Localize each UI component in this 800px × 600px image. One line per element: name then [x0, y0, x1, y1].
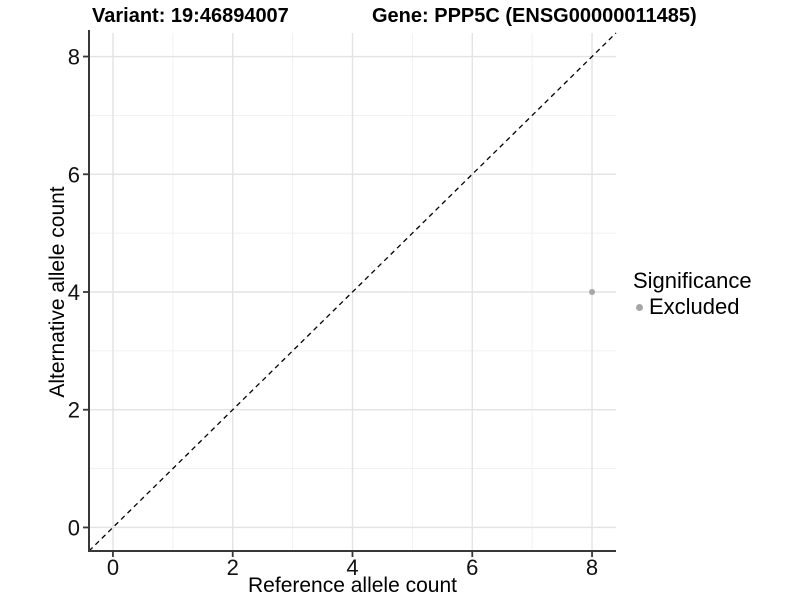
y-tick-label: 0	[68, 515, 80, 540]
x-axis-title: Reference allele count	[248, 574, 457, 597]
identity-reference-line	[88, 32, 617, 552]
legend-item-excluded: Excluded	[633, 295, 752, 319]
y-tick-label: 2	[68, 398, 80, 423]
legend-key-dot	[636, 303, 643, 311]
legend-title: Significance	[633, 268, 752, 293]
legend: Significance Excluded	[633, 268, 752, 319]
x-tick-label: 2	[227, 555, 239, 580]
y-tick-label: 4	[68, 280, 80, 305]
y-tick-label: 6	[68, 162, 80, 187]
x-tick-label: 8	[586, 555, 598, 580]
y-axis-title: Alternative allele count	[46, 186, 69, 398]
plot-title-gene: Gene: PPP5C (ENSG00000011485)	[372, 5, 697, 27]
plot-title-variant: Variant: 19:46894007	[92, 5, 289, 27]
x-tick-label: 0	[107, 555, 119, 580]
y-tick-label: 8	[68, 45, 80, 70]
x-tick-label: 4	[346, 555, 358, 580]
x-tick-label: 6	[466, 555, 478, 580]
data-point	[589, 289, 596, 295]
legend-item-label: Excluded	[649, 294, 740, 319]
